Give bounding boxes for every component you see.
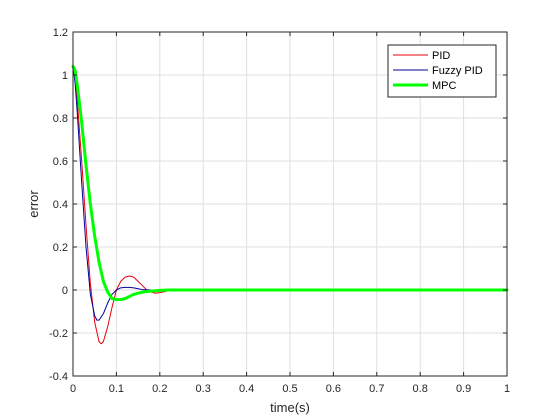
x-tick-label: 0 [70,383,76,395]
legend: PID Fuzzy PID MPC [387,44,497,98]
x-tick-label: 0.3 [196,383,211,395]
y-tick-label: 1.2 [53,27,68,39]
y-tick-label: 1 [62,70,68,82]
x-tick-label: 1 [504,383,510,395]
series-lines [71,64,509,345]
legend-label: MPC [432,80,457,92]
x-tick-label: 0.5 [282,383,297,395]
x-tick-label: 0.8 [413,383,428,395]
y-tick-label: 0.2 [53,242,68,254]
x-tick-label: 0.7 [369,383,384,395]
x-tick-label: 0.1 [109,383,124,395]
legend-label: PID [432,50,450,62]
series-line-fuzzy-pid [72,65,508,321]
x-tick-label: 0.2 [152,383,167,395]
y-tick-label: 0.4 [53,199,68,211]
y-tick-label: -0.4 [49,371,68,383]
y-tick-label: 0.6 [53,156,68,168]
y-tick-label: 0.8 [53,113,68,125]
series-line-mpc [71,64,509,302]
y-tick-label: -0.2 [49,328,68,340]
ticks: 0 0.1 0.2 0.3 0.4 0.5 0.6 0.7 0.8 0.9 1 -0.4 -0.2 0 0.… [49,27,510,395]
x-axis-label: time(s) [270,400,310,415]
legend-label: Fuzzy PID [432,65,483,77]
x-tick-label: 0.6 [326,383,341,395]
x-tick-label: 0.9 [456,383,471,395]
y-axis-label: error [26,190,41,218]
x-tick-label: 0.4 [239,383,254,395]
y-tick-label: 0 [62,285,68,297]
legend-box [387,44,497,98]
